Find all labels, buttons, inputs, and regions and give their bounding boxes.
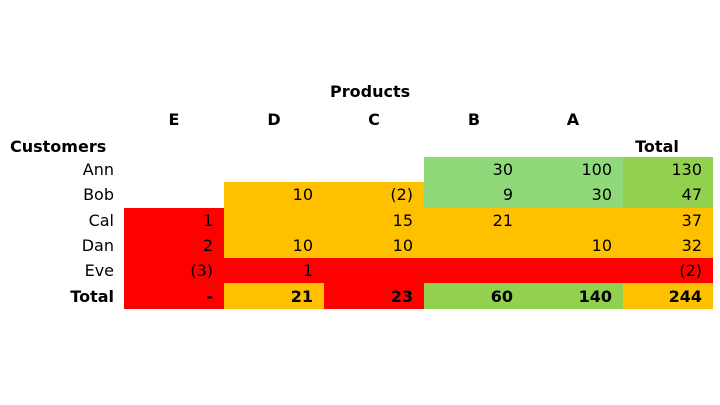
row-label: Bob (83, 185, 114, 205)
row-label: Ann (82, 160, 114, 180)
table-row: Eve (3) 1 (2) (0, 258, 713, 284)
column-header-b: B (467, 110, 481, 129)
cell-d[interactable]: 10 (224, 232, 324, 259)
cell-b[interactable] (424, 232, 524, 259)
customers-header: Customers (10, 137, 107, 156)
cell-b[interactable]: 60 (424, 283, 524, 309)
cell-e[interactable] (124, 157, 224, 183)
cell-total[interactable]: 244 (623, 283, 713, 309)
cell-e[interactable]: 2 (124, 232, 224, 259)
cell-c[interactable] (324, 258, 424, 284)
cell-c[interactable]: 23 (324, 283, 424, 309)
cell-e[interactable]: 1 (124, 207, 224, 233)
row-label: Total (70, 286, 114, 306)
table-row: Bob 10 (2) 9 30 47 (0, 182, 713, 208)
cell-a[interactable]: 140 (524, 283, 623, 309)
row-label: Dan (81, 236, 114, 256)
column-header-total: Total (635, 137, 679, 156)
cell-a[interactable] (524, 258, 623, 284)
cell-d[interactable]: 1 (224, 258, 324, 284)
column-header-c: C (368, 110, 380, 129)
cell-a[interactable] (524, 207, 623, 233)
cell-b[interactable]: 9 (424, 182, 524, 208)
cell-d[interactable]: 10 (224, 182, 324, 208)
cell-d[interactable] (224, 207, 324, 233)
cell-b[interactable]: 30 (424, 157, 524, 183)
cell-c[interactable] (324, 157, 424, 183)
column-header-a: A (566, 110, 580, 129)
cell-d[interactable] (224, 157, 324, 183)
cell-total[interactable]: 130 (623, 157, 713, 183)
products-title: Products (330, 82, 411, 101)
table-row: Dan 2 10 10 10 32 (0, 232, 713, 259)
cell-a[interactable]: 100 (524, 157, 623, 183)
cell-c[interactable]: 15 (324, 207, 424, 233)
cell-e[interactable]: (3) (124, 258, 224, 284)
cell-total[interactable]: 32 (623, 232, 713, 259)
cell-a[interactable]: 10 (524, 232, 623, 259)
cell-e[interactable]: - (124, 283, 224, 309)
cell-c[interactable]: (2) (324, 182, 424, 208)
pivot-table: Ann 30 100 130 Bob 10 (2) 9 30 47 Cal 1 15 21 37 Dan 2 10… (0, 157, 713, 309)
cell-a[interactable]: 30 (524, 182, 623, 208)
cell-b[interactable]: 21 (424, 207, 524, 233)
cell-total[interactable]: 47 (623, 182, 713, 208)
cell-e[interactable] (124, 182, 224, 208)
cell-d[interactable]: 21 (224, 283, 324, 309)
cell-c[interactable]: 10 (324, 232, 424, 259)
column-header-e: E (168, 110, 180, 129)
table-row: Cal 1 15 21 37 (0, 207, 713, 233)
cell-b[interactable] (424, 258, 524, 284)
table-row: Ann 30 100 130 (0, 157, 713, 183)
row-label: Cal (88, 210, 114, 230)
table-row: Total -21 23 60 140 244 (0, 283, 713, 309)
cell-total[interactable]: 37 (623, 207, 713, 233)
cell-total[interactable]: (2) (623, 258, 713, 284)
column-header-d: D (267, 110, 281, 129)
row-label: Eve (84, 261, 114, 281)
